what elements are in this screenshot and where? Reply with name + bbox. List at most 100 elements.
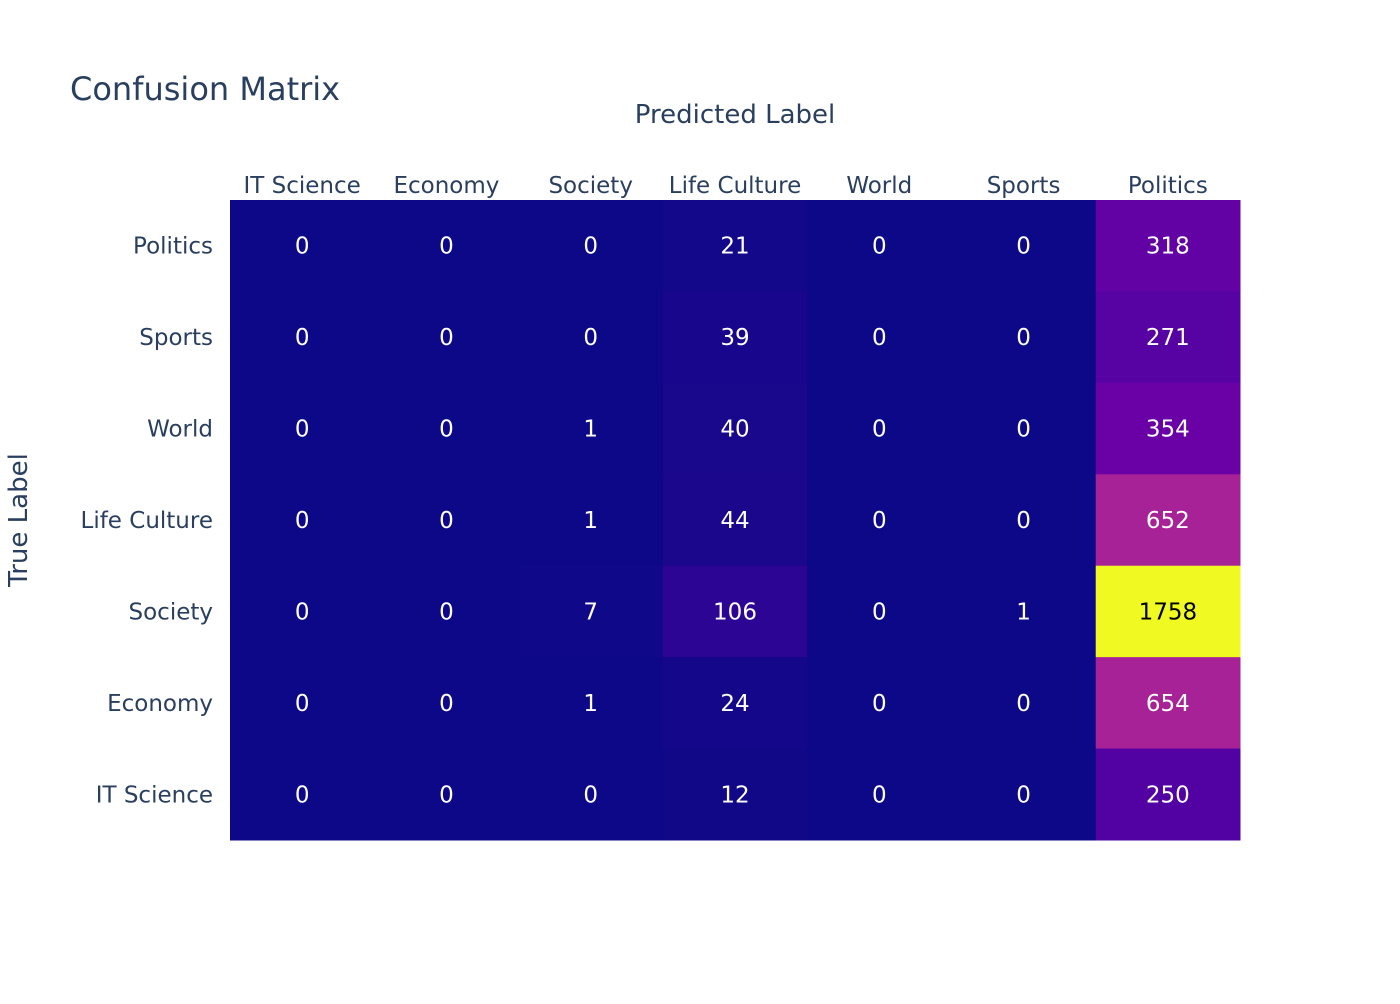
- cell-value-label: 0: [872, 508, 887, 534]
- heatmap-cell: [662, 748, 808, 841]
- heatmap-cell: [662, 565, 808, 658]
- cell-value-label: 0: [872, 325, 887, 351]
- cell-value-label: 1: [583, 508, 598, 534]
- heatmap-cell: [1095, 291, 1241, 384]
- cell-value-label: 1: [583, 691, 598, 717]
- y-tick-label: Life Culture: [81, 508, 214, 534]
- cell-value-label: 0: [439, 325, 454, 351]
- cell-value-label: 0: [295, 325, 310, 351]
- cell-value-label: 1758: [1139, 599, 1198, 625]
- x-tick-label: World: [846, 173, 912, 199]
- cell-value-label: 0: [1016, 234, 1031, 260]
- x-tick-label: Economy: [393, 173, 499, 199]
- cell-value-label: 0: [439, 599, 454, 625]
- cell-value-label: 0: [439, 691, 454, 717]
- heatmap-cell: [951, 657, 1097, 750]
- heatmap-cell: [951, 748, 1097, 841]
- y-tick-label: Economy: [107, 691, 213, 717]
- cell-value-label: 0: [439, 417, 454, 443]
- heatmap-cell: [518, 291, 664, 384]
- heatmap-cell: [951, 382, 1097, 475]
- cell-value-label: 0: [1016, 508, 1031, 534]
- heatmap-cell: [518, 657, 664, 750]
- x-tick-label: Politics: [1128, 173, 1208, 199]
- x-tick-label: Sports: [987, 173, 1061, 199]
- heatmap-cell: [518, 565, 664, 658]
- cell-value-label: 0: [583, 234, 598, 260]
- heatmap-cell: [807, 291, 952, 384]
- heatmap-cell: [807, 748, 952, 841]
- y-tick-label: Sports: [139, 325, 213, 351]
- heatmap-cell: [807, 382, 952, 475]
- cell-value-label: 0: [872, 599, 887, 625]
- heatmap-cell: [374, 565, 520, 658]
- cell-value-label: 0: [1016, 691, 1031, 717]
- cell-value-label: 0: [295, 782, 310, 808]
- y-tick-label: Politics: [133, 234, 213, 260]
- heatmap-cell: [230, 291, 375, 384]
- heatmap-cell: [951, 291, 1097, 384]
- heatmap-cell: [230, 382, 375, 475]
- cell-value-label: 0: [439, 782, 454, 808]
- cell-value-label: 0: [872, 234, 887, 260]
- cell-value-label: 0: [583, 325, 598, 351]
- heatmap-cell: [807, 200, 952, 292]
- cell-value-label: 7: [583, 599, 598, 625]
- cell-value-label: 0: [295, 417, 310, 443]
- x-tick-label: Life Culture: [669, 173, 802, 199]
- heatmap-cell: [230, 565, 375, 658]
- cell-value-label: 271: [1146, 325, 1190, 351]
- cell-value-label: 0: [583, 782, 598, 808]
- cell-value-label: 354: [1146, 417, 1190, 443]
- heatmap-cell: [230, 200, 375, 292]
- heatmap-cell: [951, 474, 1097, 567]
- cell-value-label: 652: [1146, 508, 1190, 534]
- heatmap-cell: [518, 748, 664, 841]
- cell-value-label: 1: [583, 417, 598, 443]
- cell-value-label: 654: [1146, 691, 1190, 717]
- heatmap-cell: [951, 565, 1097, 658]
- y-tick-label: World: [147, 417, 213, 443]
- x-tick-label: Society: [548, 173, 633, 199]
- y-axis-title: True Label: [4, 453, 34, 588]
- cell-value-label: 24: [720, 691, 749, 717]
- y-tick-label: IT Science: [96, 782, 213, 808]
- heatmap-cell: [374, 748, 520, 841]
- heatmap-cell: [518, 382, 664, 475]
- cell-value-label: 1: [1016, 599, 1031, 625]
- heatmap-cell: [1095, 200, 1241, 292]
- cell-value-label: 106: [713, 599, 757, 625]
- heatmap-cell: [807, 657, 952, 750]
- heatmap-cell: [807, 565, 952, 658]
- cell-value-label: 39: [720, 325, 749, 351]
- heatmap-cell: [662, 291, 808, 384]
- heatmap-cell: [662, 200, 808, 292]
- heatmap-cell: [374, 291, 520, 384]
- heatmap-cell: [230, 657, 375, 750]
- cell-value-label: 0: [872, 691, 887, 717]
- cell-value-label: 0: [1016, 417, 1031, 443]
- heatmap-cell: [662, 657, 808, 750]
- heatmap-cell: [662, 474, 808, 567]
- cell-value-label: 0: [439, 234, 454, 260]
- cell-value-label: 0: [872, 417, 887, 443]
- heatmap-cell: [1095, 382, 1241, 475]
- heatmap-cell: [374, 474, 520, 567]
- heatmap-cell: [1095, 565, 1241, 658]
- y-tick-label: Society: [129, 599, 214, 625]
- cell-value-label: 0: [295, 599, 310, 625]
- heatmap-cell: [374, 657, 520, 750]
- cell-value-label: 40: [720, 417, 749, 443]
- heatmap-cell: [374, 200, 520, 292]
- chart-title: Confusion Matrix: [70, 70, 340, 108]
- cell-labels: 0 0 0 21 0 0 318 0 0 0 39 0 0 271 0 0 1 40 0 0 354 0 0 1 44 0 0 652…: [295, 234, 1197, 809]
- heatmap-cell: [1095, 657, 1241, 750]
- cell-value-label: 0: [295, 508, 310, 534]
- heatmap-cell: [662, 382, 808, 475]
- heatmap-cell: [518, 200, 664, 292]
- x-tick-labels: IT Science Economy Society Life Culture Worl…: [243, 173, 1207, 199]
- heatmap-cell: [518, 474, 664, 567]
- cell-value-label: 12: [720, 782, 749, 808]
